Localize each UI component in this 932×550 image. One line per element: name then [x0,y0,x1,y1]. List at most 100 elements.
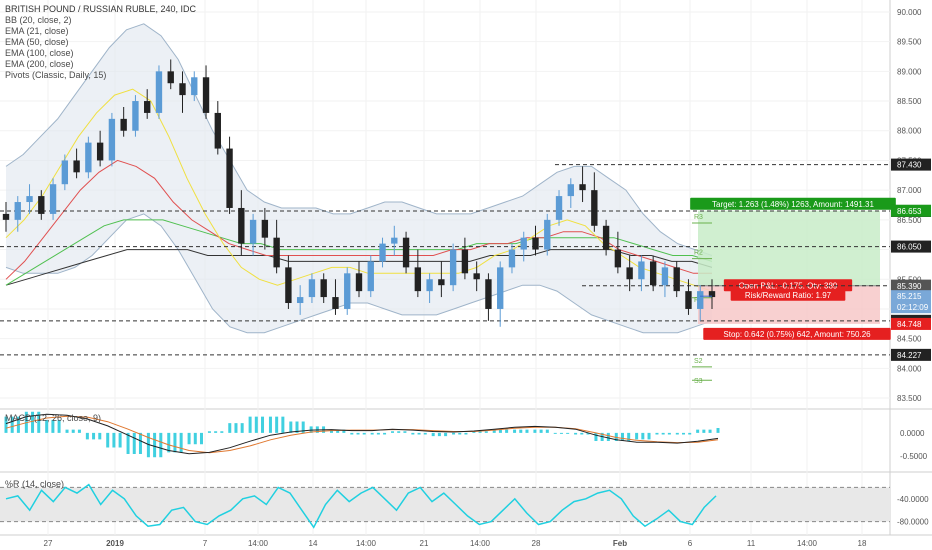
price-label: 86.653 [897,207,922,216]
price-tick: 89.500 [897,38,922,47]
pivot-price-label: 84.227 [897,351,922,360]
macd-histogram-bar [92,432,96,440]
macd-histogram-bar [65,429,69,433]
macd-histogram-bar [336,429,340,433]
candle-body [344,273,351,309]
macd-line [5,413,719,455]
time-tick: 14:00 [248,539,269,548]
candle-body [332,297,339,309]
candle-body [532,237,539,250]
bb-lower-line [5,213,713,334]
macd-histogram-bar [77,429,81,433]
candle-body [320,279,327,298]
candle-body [626,267,633,280]
macd-histogram-bar [342,429,346,433]
risk-reward-label: Risk/Reward Ratio: 1.97 [745,291,832,300]
candle-body [261,219,269,238]
legend-ema50: EMA (50, close) [5,37,69,47]
candle-body [461,249,469,274]
macd-histogram-bar [661,432,665,435]
macd-histogram-bar [240,423,244,433]
macd-histogram-bar [289,421,293,433]
price-tick: 83.500 [897,394,922,403]
macd-histogram-bar [329,429,333,433]
macd-histogram-bar [702,429,706,433]
macd-histogram-bar [519,429,523,433]
time-tick: 21 [420,539,429,548]
legend-ema200: EMA (200, close) [5,59,74,69]
macd-histogram-bar [539,429,543,433]
macd-histogram-bar [452,432,456,435]
candle-body [661,267,669,286]
candle-body [614,249,622,268]
macd-histogram-bar [57,419,61,433]
candle-body [226,148,233,208]
candle-body [508,249,516,268]
macd-histogram-bar [51,419,55,433]
macd-histogram-bar [655,432,659,435]
candle-body [132,101,139,131]
candle-body [555,196,563,220]
macd-histogram-bar [682,432,686,435]
price-tick: 88.000 [897,127,922,136]
candle-body [155,71,163,113]
pivot-levels: R3R2R1S2S3 [0,164,890,385]
macd-histogram-bar [620,432,624,441]
macd-histogram-bar [376,432,380,435]
wr-line [5,483,717,529]
price-label: 02:12:09 [897,303,929,312]
candle-body [426,279,433,292]
legend-ema21: EMA (21, close) [5,26,69,36]
candle-body [579,184,586,191]
candle-body [144,101,151,113]
time-axis: 27 2019 7 14:00 14 14:00 21 14:00 28 Feb 6 11 14:00 1… [44,539,867,548]
macd-histogram-bar [370,432,374,435]
macd-histogram-bar [153,432,157,458]
macd-histogram-bar [31,411,35,433]
macd-histogram-bar [553,432,557,434]
legend: BRITISH POUND / RUSSIAN RUBLE, 240, IDC … [5,4,197,489]
candle-body [379,243,386,262]
macd-histogram-bar [106,432,110,448]
macd-histogram-bar [45,419,49,433]
macd-histogram-bar [261,416,265,433]
candle-body [202,77,210,113]
candle-body [191,77,198,96]
macd-histogram-bar [397,431,401,433]
time-tick: 6 [688,539,693,548]
candle-body [438,279,445,286]
price-label-box [891,317,931,330]
pivot-price-label: 86.050 [897,243,922,252]
macd-histogram-bar [444,432,448,437]
candle-body [179,83,186,96]
macd-histogram-bar [199,432,203,445]
pivot-name: R3 [694,214,703,221]
macd-histogram-bar [423,432,427,435]
macd-histogram-bar [4,416,8,433]
position-tool[interactable]: Target: 1.263 (1.48%) 1263, Amount: 1491… [690,197,896,340]
time-tick: 28 [532,539,541,548]
candle-body [685,291,692,309]
ema100-line [5,219,713,286]
macd-histogram-bar [498,429,502,433]
candle-body [520,237,527,250]
candle-body [602,225,610,250]
candle-body [367,261,374,292]
macd-histogram-bar [281,416,285,433]
macd-histogram-bar [641,432,645,440]
macd-histogram-bar [484,431,488,433]
macd-histogram-bar [362,432,366,435]
price-axis: 83.50084.00084.50085.00085.50086.00086.5… [891,8,931,403]
candle-body [108,118,116,161]
price-tick: 84.000 [897,364,922,373]
time-tick: 14:00 [470,539,491,548]
time-tick: 27 [44,539,53,548]
macd-histogram-bar [275,416,279,433]
macd-histogram-bar [614,432,618,441]
macd-histogram-bar [220,431,224,433]
macd-histogram-bar [112,432,116,448]
macd-histogram-bar [458,432,462,435]
macd-histogram-bar [301,421,305,433]
time-tick: 14:00 [356,539,377,548]
